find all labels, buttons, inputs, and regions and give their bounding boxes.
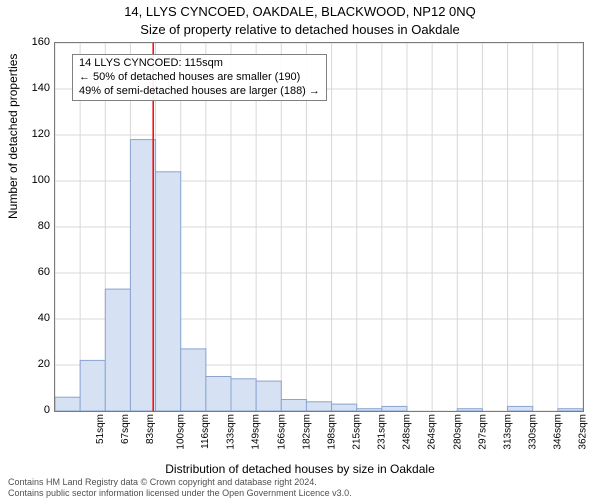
y-tick-label: 20 <box>10 358 50 370</box>
x-tick-label: 133sqm <box>226 414 237 450</box>
x-tick-label: 346sqm <box>553 414 564 450</box>
x-tick-label: 297sqm <box>477 414 488 450</box>
histogram-bar <box>206 377 231 412</box>
x-tick-label: 215sqm <box>352 414 363 450</box>
x-tick-label: 100sqm <box>176 414 187 450</box>
histogram-bar <box>105 289 130 411</box>
y-tick-label: 160 <box>10 36 50 48</box>
chart-title: 14, LLYS CYNCOED, OAKDALE, BLACKWOOD, NP… <box>0 4 600 19</box>
y-tick-label: 0 <box>10 404 50 416</box>
histogram-bar <box>281 400 306 412</box>
y-tick-label: 60 <box>10 266 50 278</box>
x-tick-label: 330sqm <box>528 414 539 450</box>
footer-line-1: Contains HM Land Registry data © Crown c… <box>8 477 352 487</box>
x-tick-label: 166sqm <box>276 414 287 450</box>
annotation-line-1: 14 LLYS CYNCOED: 115sqm <box>79 57 320 71</box>
x-tick-label: 280sqm <box>452 414 463 450</box>
histogram-bar <box>332 404 357 411</box>
x-tick-label: 231sqm <box>377 414 388 450</box>
annotation-line-3: 49% of semi-detached houses are larger (… <box>79 85 320 99</box>
x-axis-title: Distribution of detached houses by size … <box>0 462 600 476</box>
histogram-bar <box>256 381 281 411</box>
x-tick-label: 313sqm <box>502 414 513 450</box>
footer-attribution: Contains HM Land Registry data © Crown c… <box>8 477 352 498</box>
x-tick-label: 149sqm <box>251 414 262 450</box>
x-tick-label: 198sqm <box>326 414 337 450</box>
histogram-bar <box>457 409 482 411</box>
histogram-bar <box>130 140 155 411</box>
y-tick-label: 40 <box>10 312 50 324</box>
x-tick-label: 248sqm <box>402 414 413 450</box>
histogram-bar <box>181 349 206 411</box>
x-tick-label: 116sqm <box>200 414 211 449</box>
histogram-bar <box>55 397 80 411</box>
histogram-bar <box>80 360 105 411</box>
histogram-bar <box>382 406 407 411</box>
x-tick-label: 362sqm <box>578 414 589 450</box>
x-tick-label: 182sqm <box>301 414 312 450</box>
histogram-bar <box>357 409 382 411</box>
y-tick-label: 120 <box>10 128 50 140</box>
x-tick-label: 264sqm <box>427 414 438 450</box>
y-tick-label: 80 <box>10 220 50 232</box>
annotation-line-2: ← 50% of detached houses are smaller (19… <box>79 71 320 85</box>
x-tick-label: 51sqm <box>95 414 106 444</box>
y-tick-label: 100 <box>10 174 50 186</box>
y-tick-label: 140 <box>10 82 50 94</box>
histogram-bar <box>508 406 533 411</box>
chart-subtitle: Size of property relative to detached ho… <box>0 22 600 37</box>
x-tick-label: 67sqm <box>120 414 131 444</box>
histogram-bar <box>156 172 181 411</box>
annotation-box: 14 LLYS CYNCOED: 115sqm ← 50% of detache… <box>72 54 327 101</box>
footer-line-2: Contains public sector information licen… <box>8 488 352 498</box>
histogram-bar <box>558 409 583 411</box>
histogram-bar <box>306 402 331 411</box>
histogram-bar <box>231 379 256 411</box>
x-tick-label: 83sqm <box>145 414 156 444</box>
